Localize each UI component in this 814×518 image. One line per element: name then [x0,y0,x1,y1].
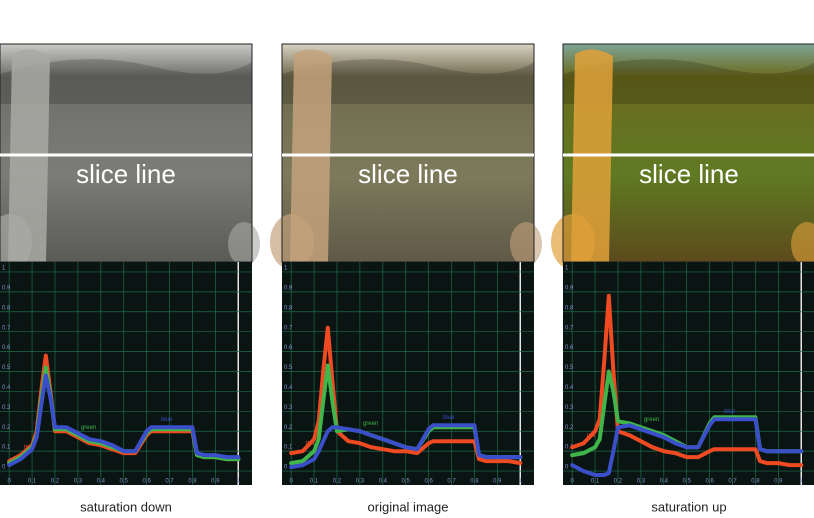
x-tick-label: 0.1 [591,479,600,485]
x-tick-label: 0 [570,479,574,485]
x-tick-label: 0.6 [424,479,433,485]
y-tick-label: 0.2 [2,425,11,431]
x-tick-label: 0.6 [142,479,151,485]
y-tick-label: 0.2 [284,425,293,431]
series-label: blue [724,409,736,415]
photo-boulder [791,222,814,266]
photo-boulder [270,214,314,270]
series-label: green [363,421,378,427]
x-tick-label: 0.7 [728,479,737,485]
series-label: green [81,425,96,431]
panel-caption: saturation up [651,499,726,514]
photo-boulder [228,222,260,266]
y-tick-label: 0.7 [565,325,574,331]
slice-label: slice line [358,159,458,189]
y-tick-label: 0.1 [565,445,574,451]
slice-label: slice line [639,159,739,189]
y-tick-label: 0.9 [284,285,293,291]
x-tick-label: 0.7 [165,479,174,485]
series-label: red [587,433,596,439]
photo-hills [563,59,814,104]
y-tick-label: 0.6 [284,345,293,351]
y-tick-label: 0.7 [284,325,293,331]
panel-caption: saturation down [80,499,172,514]
x-tick-label: 0.8 [470,479,479,485]
y-tick-label: 0.6 [565,345,574,351]
x-tick-label: 0.5 [402,479,411,485]
x-tick-label: 0.3 [356,479,365,485]
y-tick-label: 0.1 [2,445,11,451]
y-tick-label: 0.6 [2,345,11,351]
x-tick-label: 0.9 [493,479,502,485]
y-tick-label: 0.9 [565,285,574,291]
photo-boulder [0,214,32,270]
y-tick-label: 0.5 [565,365,574,371]
y-tick-label: 0.4 [2,385,11,391]
y-tick-label: 0 [565,465,569,471]
y-tick-label: 0.5 [2,365,11,371]
y-tick-label: 0.4 [565,385,574,391]
y-tick-label: 0.2 [565,425,574,431]
y-tick-label: 0.3 [284,405,293,411]
x-tick-label: 0.1 [310,479,319,485]
y-tick-label: 0.9 [2,285,11,291]
y-tick-label: 1 [2,266,6,272]
y-tick-label: 0 [284,465,288,471]
photo-boulder [551,214,595,270]
series-label: green [644,417,659,423]
series-label: blue [161,417,173,423]
x-tick-label: 0.8 [188,479,197,485]
x-tick-label: 1 [237,479,241,485]
x-tick-label: 0.5 [683,479,692,485]
x-tick-label: 0.3 [637,479,646,485]
y-tick-label: 0.4 [284,385,293,391]
x-tick-label: 0.6 [705,479,714,485]
series-line [570,417,804,477]
photo-hills [282,59,534,104]
x-tick-label: 1 [519,479,523,485]
series-line [289,423,523,470]
x-tick-label: 1 [800,479,804,485]
x-tick-label: 0.4 [660,479,669,485]
x-tick-label: 0.9 [774,479,783,485]
y-tick-label: 0.8 [565,305,574,311]
y-tick-label: 0 [2,465,6,471]
photo-boulder [510,222,542,266]
x-tick-label: 0.3 [74,479,83,485]
x-tick-label: 0.1 [28,479,37,485]
panel-caption: original image [368,499,449,514]
x-tick-label: 0.2 [333,479,342,485]
y-tick-label: 1 [284,266,288,272]
x-tick-label: 0 [7,479,11,485]
x-tick-label: 0.5 [120,479,129,485]
photo-hills [0,59,252,104]
x-tick-label: 0.4 [97,479,106,485]
series-label: red [24,445,33,451]
slice-label: slice line [76,159,176,189]
x-tick-label: 0.2 [51,479,60,485]
series-line [7,373,241,468]
y-tick-label: 0.3 [565,405,574,411]
y-tick-label: 0.5 [284,365,293,371]
x-tick-label: 0 [289,479,293,485]
series-label: blue [443,415,455,421]
x-tick-label: 0.7 [447,479,456,485]
series-line [570,293,804,468]
y-tick-label: 0.8 [2,305,11,311]
y-tick-label: 1 [565,266,569,272]
y-tick-label: 0.8 [284,305,293,311]
series-label: red [306,441,315,447]
y-tick-label: 0.3 [2,405,11,411]
y-tick-label: 0.1 [284,445,293,451]
x-tick-label: 0.4 [379,479,388,485]
x-tick-label: 0.2 [614,479,623,485]
y-tick-label: 0.7 [2,325,11,331]
x-tick-label: 0.8 [751,479,760,485]
x-tick-label: 0.9 [211,479,220,485]
